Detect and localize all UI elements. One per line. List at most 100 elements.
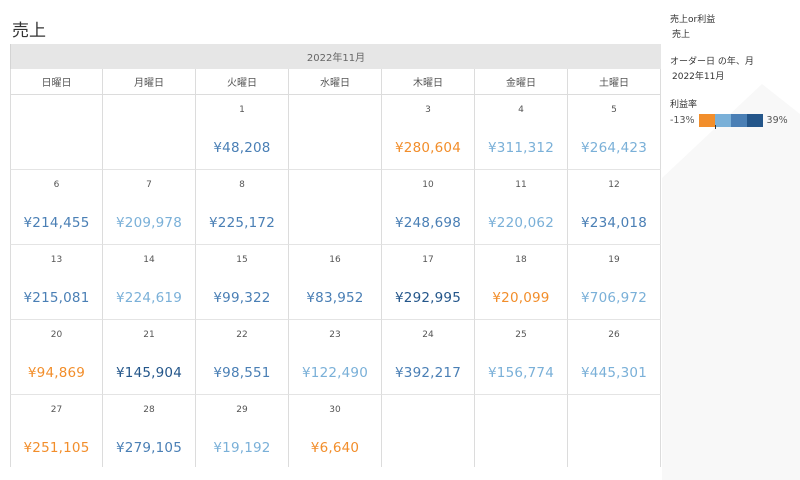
day-cell[interactable]: 16 ¥83,952	[289, 245, 382, 320]
day-cell[interactable]: 26 ¥445,301	[568, 320, 661, 395]
day-cell[interactable]: 1 ¥48,208	[196, 95, 289, 170]
day-number: 30	[329, 405, 341, 415]
day-cell[interactable]: 20 ¥94,869	[10, 320, 103, 395]
day-cell[interactable]: 15 ¥99,322	[196, 245, 289, 320]
week-row: 1 ¥48,208 3 ¥280,604 4 ¥311,312 5 ¥264,423	[10, 95, 661, 170]
day-number: 23	[329, 330, 341, 340]
sales-value: ¥234,018	[580, 215, 647, 231]
day-number: 7	[146, 180, 152, 190]
week-row: 20 ¥94,869 21 ¥145,904 22 ¥98,551 23 ¥122,490 24…	[10, 320, 661, 395]
day-number: 19	[608, 255, 620, 265]
page-title: 売上	[12, 21, 46, 41]
day-cell[interactable]: 24 ¥392,217	[382, 320, 475, 395]
sales-value: ¥292,995	[394, 290, 461, 306]
month-header: 2022年11月	[10, 44, 661, 69]
day-cell[interactable]: 27 ¥251,105	[10, 395, 103, 467]
week-row: 13 ¥215,081 14 ¥224,619 15 ¥99,322 16 ¥83,952 17…	[10, 245, 661, 320]
sales-value: ¥48,208	[213, 140, 271, 156]
day-number: 21	[143, 330, 155, 340]
day-number: 25	[515, 330, 527, 340]
empty-day-cell	[568, 395, 661, 467]
empty-day-cell	[10, 95, 103, 170]
day-cell[interactable]: 22 ¥98,551	[196, 320, 289, 395]
day-cell[interactable]: 21 ¥145,904	[103, 320, 196, 395]
color-legend-min: -13%	[670, 115, 695, 126]
sales-value: ¥220,062	[487, 215, 554, 231]
day-cell[interactable]: 6 ¥214,455	[10, 170, 103, 245]
color-swatch	[730, 114, 747, 127]
color-swatch	[746, 114, 763, 127]
day-number: 20	[50, 330, 63, 340]
filter-order-date[interactable]: オーダー日 の年、月 2022年11月	[670, 54, 754, 82]
sales-value: ¥706,972	[580, 290, 647, 306]
sales-value: ¥264,423	[580, 140, 647, 156]
day-number: 29	[236, 405, 248, 415]
day-number: 5	[611, 105, 617, 115]
sales-value: ¥214,455	[23, 215, 90, 231]
sales-value: ¥98,551	[213, 365, 271, 381]
day-number: 28	[143, 405, 155, 415]
day-cell[interactable]: 28 ¥279,105	[103, 395, 196, 467]
filter-value[interactable]: 売上	[672, 30, 691, 40]
day-number: 27	[50, 405, 63, 415]
sales-value: ¥145,904	[115, 365, 182, 381]
day-number: 16	[329, 255, 341, 265]
day-number: 6	[53, 180, 60, 190]
color-legend: 利益率 -13% 39%	[670, 97, 788, 129]
sales-value: ¥156,774	[487, 365, 554, 381]
day-cell[interactable]: 17 ¥292,995	[382, 245, 475, 320]
sales-value: ¥215,081	[23, 290, 90, 306]
day-number: 10	[422, 180, 434, 190]
background-shape	[662, 84, 800, 480]
day-cell[interactable]: 8 ¥225,172	[196, 170, 289, 245]
weekday-header: 火曜日	[196, 69, 289, 95]
day-cell[interactable]: 11 ¥220,062	[475, 170, 568, 245]
weekday-header: 土曜日	[568, 69, 661, 95]
day-number: 14	[143, 255, 155, 265]
sales-value: ¥280,604	[394, 140, 461, 156]
sales-value: ¥311,312	[487, 140, 554, 156]
day-cell[interactable]: 18 ¥20,099	[475, 245, 568, 320]
sales-value: ¥392,217	[394, 365, 461, 381]
weekday-header: 金曜日	[475, 69, 568, 95]
day-cell[interactable]: 5 ¥264,423	[568, 95, 661, 170]
sales-value: ¥83,952	[306, 290, 364, 306]
day-cell[interactable]: 7 ¥209,978	[103, 170, 196, 245]
sales-value: ¥19,192	[213, 440, 271, 456]
legend-panel: 売上or利益 売上 オーダー日 の年、月 2022年11月 利益率 -13% 3…	[662, 0, 800, 480]
day-cell[interactable]: 12 ¥234,018	[568, 170, 661, 245]
weekday-header: 水曜日	[289, 69, 382, 95]
day-cell[interactable]: 10 ¥248,698	[382, 170, 475, 245]
day-cell[interactable]: 25 ¥156,774	[475, 320, 568, 395]
empty-day-cell	[382, 395, 475, 467]
sales-value: ¥225,172	[208, 215, 275, 231]
day-cell[interactable]: 29 ¥19,192	[196, 395, 289, 467]
color-swatch	[698, 114, 715, 127]
day-cell[interactable]: 23 ¥122,490	[289, 320, 382, 395]
day-number: 13	[50, 255, 63, 265]
color-legend-title: 利益率	[670, 100, 698, 110]
day-cell[interactable]: 19 ¥706,972	[568, 245, 661, 320]
day-number: 22	[236, 330, 248, 340]
empty-day-cell	[103, 95, 196, 170]
filter-sales-or-profit[interactable]: 売上or利益 売上	[670, 12, 715, 40]
day-cell[interactable]: 30 ¥6,640	[289, 395, 382, 467]
color-legend-max: 39%	[766, 115, 788, 126]
zero-tick	[714, 125, 716, 129]
day-number: 11	[515, 180, 527, 190]
day-cell[interactable]: 3 ¥280,604	[382, 95, 475, 170]
sales-value: ¥251,105	[23, 440, 90, 456]
day-cell[interactable]: 4 ¥311,312	[475, 95, 568, 170]
sales-value: ¥224,619	[115, 290, 182, 306]
empty-day-cell	[289, 95, 382, 170]
weekday-header-row: 日曜日 月曜日 火曜日 水曜日 木曜日 金曜日 土曜日	[10, 69, 661, 95]
filter-value[interactable]: 2022年11月	[672, 72, 725, 82]
color-legend-bar	[698, 114, 763, 129]
calendar-table: 2022年11月 日曜日 月曜日 火曜日 水曜日 木曜日 金曜日 土曜日 1 ¥48,208 3…	[10, 44, 661, 467]
day-cell[interactable]: 14 ¥224,619	[103, 245, 196, 320]
day-cell[interactable]: 13 ¥215,081	[10, 245, 103, 320]
week-row: 6 ¥214,455 7 ¥209,978 8 ¥225,172 10 ¥248,698 11 ¥…	[10, 170, 661, 245]
filter-title: オーダー日 の年、月	[670, 57, 754, 67]
sales-value: ¥99,322	[213, 290, 271, 306]
sales-value: ¥94,869	[27, 365, 86, 381]
